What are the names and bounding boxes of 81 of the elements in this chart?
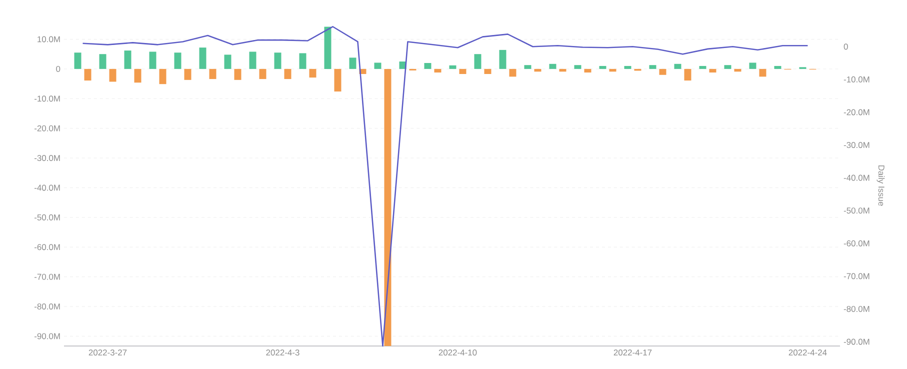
bar bbox=[74, 52, 82, 69]
bar bbox=[349, 58, 356, 69]
bar bbox=[159, 68, 166, 84]
bar bbox=[284, 68, 292, 80]
bar bbox=[609, 68, 616, 72]
y2-tick-label: -70.0M bbox=[844, 273, 870, 280]
bar bbox=[509, 68, 516, 77]
bar bbox=[124, 50, 132, 69]
y2-tick-label: -20.0M bbox=[844, 109, 870, 116]
bar bbox=[699, 66, 706, 69]
bar bbox=[774, 66, 782, 69]
bar bbox=[649, 65, 656, 69]
bar bbox=[224, 54, 232, 69]
y2-tick-label: -10.0M bbox=[844, 76, 870, 82]
bar bbox=[184, 68, 192, 80]
bar bbox=[209, 68, 216, 80]
bar bbox=[749, 62, 756, 69]
x-tick-label: 2022-4-10 bbox=[438, 350, 477, 356]
x-tick-label: 2022-4-24 bbox=[788, 350, 827, 356]
bar bbox=[674, 64, 682, 69]
bar bbox=[484, 68, 492, 74]
y-tick-label: -30.0M bbox=[34, 155, 60, 162]
bar bbox=[109, 68, 116, 82]
y2-tick-label: 0 bbox=[844, 44, 848, 50]
bar bbox=[574, 65, 582, 69]
bar bbox=[724, 65, 732, 69]
bar bbox=[599, 66, 606, 69]
bar bbox=[449, 65, 456, 69]
x-tick-label: 2022-4-3 bbox=[266, 350, 300, 356]
y-tick-label: -70.0M bbox=[34, 274, 60, 280]
bar bbox=[324, 26, 332, 69]
bar bbox=[234, 68, 242, 80]
bar bbox=[249, 52, 256, 69]
bar bbox=[759, 68, 766, 77]
bar bbox=[659, 68, 666, 75]
y2-tick-label: -40.0M bbox=[844, 174, 870, 181]
bar bbox=[424, 63, 432, 69]
y-tick-label: -90.0M bbox=[34, 333, 60, 340]
y-tick-label: -20.0M bbox=[34, 125, 60, 132]
bar bbox=[274, 52, 282, 69]
bar bbox=[384, 68, 392, 346]
bar bbox=[734, 68, 742, 72]
bar bbox=[149, 52, 156, 69]
y-tick-label: 0 bbox=[56, 66, 60, 72]
bar bbox=[134, 68, 142, 83]
y-tick-label: 10.0M bbox=[38, 36, 60, 42]
bar bbox=[459, 68, 466, 74]
bar bbox=[474, 54, 482, 69]
y-tick-label: -40.0M bbox=[34, 184, 60, 191]
bar bbox=[299, 53, 306, 69]
bar bbox=[334, 68, 342, 92]
line-series bbox=[82, 26, 808, 347]
bar bbox=[309, 68, 316, 78]
bar bbox=[499, 50, 506, 69]
y2-tick-label: -50.0M bbox=[844, 208, 870, 214]
bar bbox=[99, 54, 106, 69]
y2-tick-label: -90.0M bbox=[844, 338, 870, 345]
bar bbox=[534, 68, 542, 72]
bar bbox=[624, 66, 632, 69]
y-tick-label: -50.0M bbox=[34, 214, 60, 220]
bar bbox=[259, 68, 266, 80]
y-tick-label: -60.0M bbox=[34, 244, 60, 250]
bar bbox=[584, 68, 592, 73]
y2-tick-label: -30.0M bbox=[844, 142, 870, 148]
bar bbox=[199, 48, 206, 69]
y-tick-label: -10.0M bbox=[34, 96, 60, 102]
bar bbox=[434, 68, 442, 73]
x-tick-label: 2022-3-27 bbox=[88, 350, 127, 356]
bar bbox=[524, 65, 532, 69]
y2-tick-label: -80.0M bbox=[844, 306, 870, 312]
bar bbox=[559, 68, 566, 72]
bar bbox=[374, 62, 382, 69]
bar bbox=[84, 68, 92, 81]
y2-axis-title: Daily Issue bbox=[876, 165, 885, 206]
y2-tick-label: -60.0M bbox=[844, 240, 870, 246]
bar bbox=[549, 64, 556, 69]
bar bbox=[709, 68, 716, 73]
y-tick-label: -80.0M bbox=[34, 304, 60, 310]
x-tick-label: 2022-4-17 bbox=[614, 350, 652, 356]
bar bbox=[174, 52, 182, 69]
bar bbox=[684, 68, 692, 81]
